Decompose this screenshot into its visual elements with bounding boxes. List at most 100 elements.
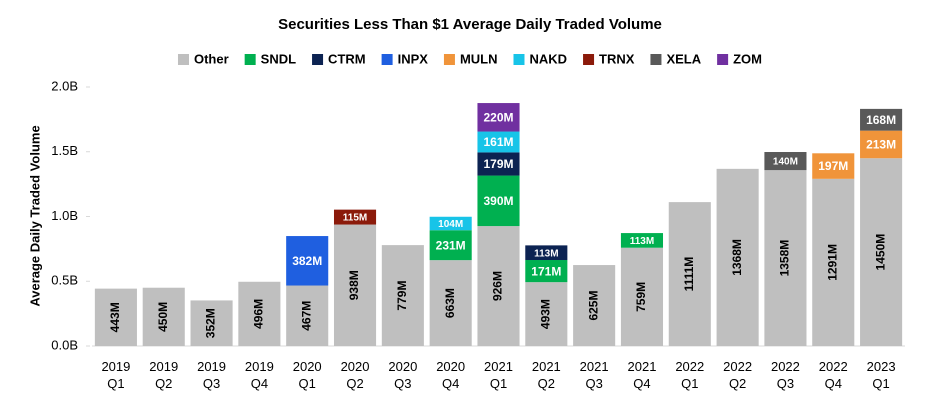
value-label: 104M xyxy=(438,219,463,230)
value-label: 1291M xyxy=(825,244,839,281)
x-tick-label: 2022 Q2 xyxy=(723,359,752,391)
legend-swatch xyxy=(717,54,729,65)
value-label: 113M xyxy=(630,236,654,247)
x-tick-line: 2020 xyxy=(388,359,417,374)
x-tick-line: Q2 xyxy=(346,376,363,391)
bar-segment xyxy=(477,152,520,176)
bar-segment xyxy=(573,265,616,346)
legend-label: SNDL xyxy=(261,51,296,66)
x-tick-label: 2021 Q3 xyxy=(580,359,609,391)
bar-segment xyxy=(477,103,520,132)
value-label: 115M xyxy=(343,213,367,224)
value-label: 197M xyxy=(818,159,848,173)
bar-segment xyxy=(860,108,903,131)
x-tick-line: Q3 xyxy=(203,376,220,391)
value-label: 663M xyxy=(443,288,457,318)
x-tick-line: 2019 xyxy=(197,359,226,374)
legend-swatch xyxy=(244,54,256,65)
x-tick-line: Q3 xyxy=(777,376,794,391)
x-tick-label: 2020 Q1 xyxy=(293,359,322,391)
bar-segment xyxy=(812,153,855,179)
legend-label: INPX xyxy=(398,51,429,66)
y-tick-label: 0.5B xyxy=(51,273,78,288)
x-tick-line: Q3 xyxy=(585,376,602,391)
legend-label: MULN xyxy=(460,51,498,66)
bar-segment xyxy=(333,224,377,346)
value-label: 168M xyxy=(866,113,896,127)
x-tick-line: Q4 xyxy=(825,376,842,391)
x-tick-label: 2019 Q2 xyxy=(149,359,178,391)
x-tick-line: Q3 xyxy=(394,376,411,391)
bar-segment xyxy=(812,178,855,346)
legend-label: ZOM xyxy=(733,51,762,66)
bar-segment xyxy=(716,168,759,346)
x-tick-label: 2020 Q2 xyxy=(341,359,370,391)
x-tick-line: Q2 xyxy=(729,376,746,391)
x-tick-line: Q2 xyxy=(155,376,172,391)
x-tick-label: 2020 Q4 xyxy=(436,359,465,391)
x-tick-line: 2020 xyxy=(293,359,322,374)
bar-segment xyxy=(381,245,424,346)
value-label: 382M xyxy=(292,254,322,268)
x-tick-line: Q1 xyxy=(107,376,124,391)
bar-segment xyxy=(860,158,903,346)
x-tick-line: Q1 xyxy=(681,376,698,391)
y-tick-label: 0.0B xyxy=(51,337,78,352)
x-tick-label: 2019 Q4 xyxy=(245,359,274,391)
value-label: 390M xyxy=(483,194,513,208)
value-label: 938M xyxy=(347,270,361,300)
x-tick-line: 2019 xyxy=(149,359,178,374)
legend-swatch xyxy=(443,54,455,65)
value-label: 352M xyxy=(204,308,218,338)
bar-segment xyxy=(286,285,329,346)
bar-segment xyxy=(525,245,568,261)
x-tick-label: 2022 Q3 xyxy=(771,359,800,391)
value-label: 179M xyxy=(483,157,513,171)
legend-swatch xyxy=(312,54,324,65)
legend-swatch xyxy=(583,54,595,65)
x-tick-line: Q1 xyxy=(299,376,316,391)
bar-segment xyxy=(764,152,807,171)
value-label: 1358M xyxy=(778,240,792,277)
x-tick-line: 2022 xyxy=(675,359,704,374)
x-tick-line: 2023 xyxy=(867,359,896,374)
value-label: 113M xyxy=(534,248,558,259)
x-tick-label: 2021 Q2 xyxy=(532,359,561,391)
x-tick-line: 2021 xyxy=(484,359,513,374)
x-tick-line: Q4 xyxy=(633,376,650,391)
bar-segment xyxy=(333,209,377,225)
x-tick-line: 2021 xyxy=(580,359,609,374)
y-tick-label: 1.0B xyxy=(51,208,78,223)
value-label: 213M xyxy=(866,138,896,152)
y-tick-label: 2.0B xyxy=(51,78,78,93)
y-tick-label: 1.5B xyxy=(51,143,78,158)
x-tick-line: 2019 xyxy=(245,359,274,374)
legend-swatch xyxy=(177,54,189,65)
x-tick-line: 2021 xyxy=(532,359,561,374)
chart-title: Securities Less Than $1 Average Daily Tr… xyxy=(278,16,662,33)
x-tick-line: 2022 xyxy=(819,359,848,374)
y-axis-label: Average Daily Traded Volume xyxy=(27,125,42,306)
value-label: 231M xyxy=(436,238,466,252)
legend-label: TRNX xyxy=(599,51,635,66)
value-label: 443M xyxy=(108,302,122,332)
value-label: 496M xyxy=(252,299,266,329)
bar-segment xyxy=(286,236,329,286)
x-tick-line: Q1 xyxy=(872,376,889,391)
x-tick-label: 2022 Q4 xyxy=(819,359,848,391)
x-tick-line: 2020 xyxy=(436,359,465,374)
x-tick-label: 2023 Q1 xyxy=(867,359,896,391)
bar-segment xyxy=(190,300,233,346)
legend-label: Other xyxy=(194,51,229,66)
x-tick-line: 2021 xyxy=(628,359,657,374)
bar-segment xyxy=(668,202,711,346)
value-label: 625M xyxy=(586,291,600,321)
x-tick-line: 2022 xyxy=(723,359,752,374)
bar-segment xyxy=(477,131,520,153)
value-label: 140M xyxy=(773,157,798,168)
x-tick-line: Q2 xyxy=(538,376,555,391)
legend-label: NAKD xyxy=(529,51,567,66)
value-label: 450M xyxy=(156,302,170,332)
x-tick-label: 2020 Q3 xyxy=(388,359,417,391)
